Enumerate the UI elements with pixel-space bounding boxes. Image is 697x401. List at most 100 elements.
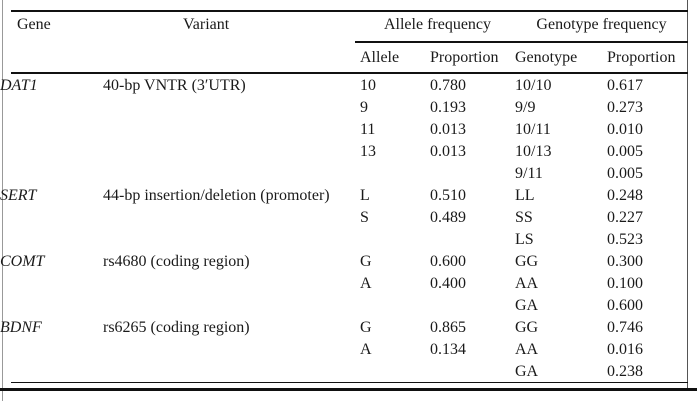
variant-cell [103, 296, 360, 318]
gene-cell: DAT1 [0, 77, 38, 94]
frequency-table: DAT1 40-bp VNTR (3′UTR) 10 0.780 10/10 0… [0, 76, 688, 384]
header-bottom-rule [11, 71, 688, 74]
genotype-proportion-cell: 0.005 [607, 143, 643, 160]
allele-cell: 11 [360, 121, 376, 138]
genotype-proportion-cell: 0.010 [607, 121, 643, 138]
genotype-cell: AA [515, 341, 539, 358]
genotype-cell: 9/9 [515, 99, 536, 116]
right-frame-line [687, 0, 688, 390]
allele-cell: S [360, 209, 369, 226]
allele-proportion-cell [430, 230, 515, 252]
variant-cell [103, 340, 360, 362]
allele-proportion-cell: 0.489 [430, 209, 466, 226]
allele-cell: A [360, 275, 372, 292]
gene-cell [0, 120, 103, 142]
genotype-proportion-cell: 0.273 [607, 99, 643, 116]
allele-proportion-cell: 0.510 [430, 187, 466, 204]
variant-column-header: Variant [183, 16, 230, 33]
genotype-proportion-cell: 0.227 [607, 209, 643, 226]
allele-cell: G [360, 253, 372, 270]
gene-cell [0, 362, 103, 384]
allele-frequency-spanner-header: Allele frequency [383, 16, 492, 33]
table-row: 11 0.013 10/11 0.010 [0, 120, 688, 142]
genotype-cell: GA [515, 297, 539, 314]
genotype-cell: AA [515, 275, 539, 292]
genotype-cell: GG [515, 253, 539, 270]
table-row: LS 0.523 [0, 230, 688, 252]
genotype-cell: 10/13 [515, 143, 552, 160]
table-row: GA 0.238 [0, 362, 688, 384]
genotype-cell: GA [515, 363, 539, 380]
allele-proportion-cell: 0.780 [430, 77, 466, 94]
table-row: A 0.134 AA 0.016 [0, 340, 688, 362]
allele-proportion-subheader: Proportion [430, 49, 499, 66]
allele-cell [360, 230, 430, 252]
allele-cell [360, 362, 430, 384]
genotype-proportion-cell: 0.100 [607, 275, 643, 292]
allele-proportion-cell: 0.013 [430, 143, 466, 160]
table-row: 9/11 0.005 [0, 164, 688, 186]
allele-proportion-cell: 0.400 [430, 275, 466, 292]
gene-cell [0, 98, 103, 120]
allele-proportion-cell: 0.134 [430, 341, 466, 358]
table-row: 13 0.013 10/13 0.005 [0, 142, 688, 164]
variant-cell [103, 208, 360, 230]
gene-cell: BDNF [0, 319, 42, 336]
table-row: SERT 44-bp insertion/deletion (promoter)… [0, 186, 688, 208]
allele-cell: A [360, 341, 372, 358]
table-row: 9 0.193 9/9 0.273 [0, 98, 688, 120]
genotype-proportion-cell: 0.746 [607, 319, 643, 336]
left-frame-line [2, 0, 3, 401]
genotype-frequency-spanner-header: Genotype frequency [536, 16, 667, 33]
genotype-subheader: Genotype [515, 49, 578, 66]
variant-cell: rs6265 (coding region) [103, 319, 250, 336]
variant-cell [103, 362, 360, 384]
genotype-cell: 10/11 [515, 121, 551, 138]
genotype-cell: LS [515, 231, 534, 248]
allele-proportion-cell: 0.865 [430, 319, 466, 336]
variant-cell [103, 164, 360, 186]
variant-cell [103, 120, 360, 142]
gene-cell [0, 164, 103, 186]
table-row: A 0.400 AA 0.100 [0, 274, 688, 296]
genotype-cell: 10/10 [515, 77, 552, 94]
variant-cell [103, 98, 360, 120]
allele-proportion-cell [430, 164, 515, 186]
gene-cell [0, 340, 103, 362]
allele-subheader: Allele [360, 49, 400, 66]
allele-proportion-cell [430, 296, 515, 318]
allele-cell [360, 164, 430, 186]
gene-column-header: Gene [17, 16, 51, 33]
genotype-cell: SS [515, 209, 533, 226]
genotype-proportion-cell: 0.523 [607, 231, 643, 248]
genotype-proportion-cell: 0.248 [607, 187, 643, 204]
variant-cell [103, 142, 360, 164]
genotype-proportion-cell: 0.617 [607, 77, 643, 94]
allele-cell: 10 [360, 77, 376, 94]
genotype-cell: 9/11 [515, 165, 543, 182]
gene-cell [0, 142, 103, 164]
variant-cell: rs4680 (coding region) [103, 253, 250, 270]
allele-cell: 13 [360, 143, 376, 160]
genotype-proportion-cell: 0.600 [607, 297, 643, 314]
gene-cell: COMT [0, 253, 45, 270]
allele-cell: G [360, 319, 372, 336]
genotype-cell: LL [515, 187, 535, 204]
gene-cell: SERT [0, 187, 37, 204]
genotype-proportion-cell: 0.016 [607, 341, 643, 358]
gene-cell [0, 208, 103, 230]
allele-proportion-cell: 0.193 [430, 99, 466, 116]
gene-cell [0, 230, 103, 252]
allele-proportion-cell: 0.013 [430, 121, 466, 138]
genotype-proportion-cell: 0.300 [607, 253, 643, 270]
genotype-proportion-cell: 0.238 [607, 363, 643, 380]
allele-cell [360, 296, 430, 318]
table-top-rule [11, 10, 688, 12]
variant-cell: 40-bp VNTR (3′UTR) [103, 77, 246, 94]
table-row: GA 0.600 [0, 296, 688, 318]
table-row: BDNF rs6265 (coding region) G 0.865 GG 0… [0, 318, 688, 340]
bottom-frame-rule [0, 388, 697, 391]
variant-cell [103, 230, 360, 252]
genotype-cell: GG [515, 319, 539, 336]
